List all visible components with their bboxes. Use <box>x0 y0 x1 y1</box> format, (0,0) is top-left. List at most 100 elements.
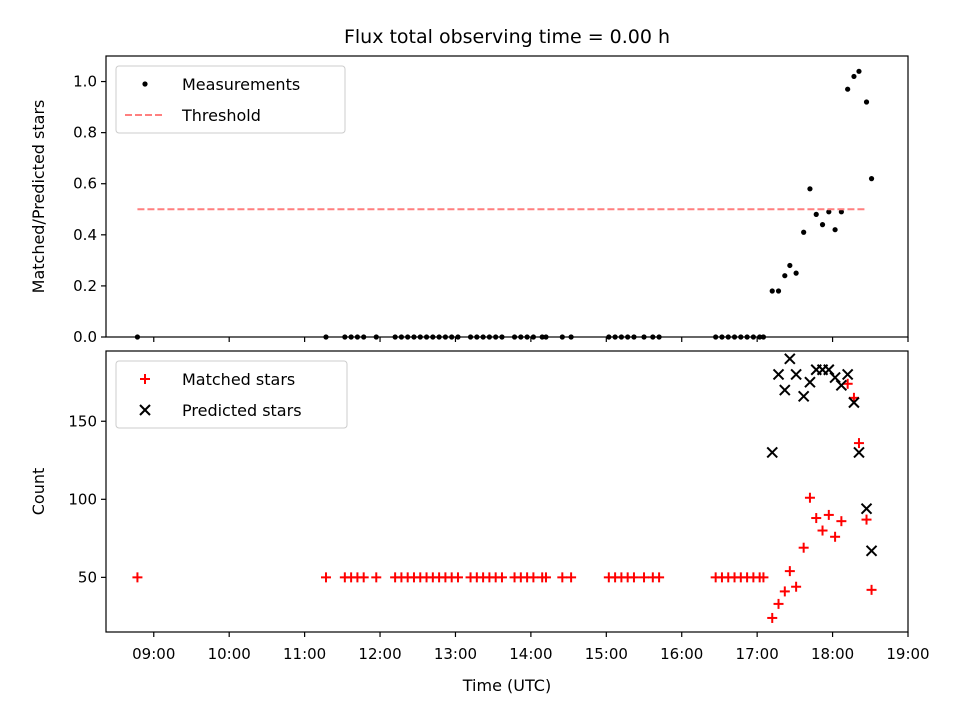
y-tick-label: 0.4 <box>73 226 97 244</box>
data-point <box>769 288 775 294</box>
data-point <box>784 566 795 577</box>
legend-swatch <box>140 374 150 384</box>
legend: Measurements Threshold <box>115 65 346 134</box>
data-point <box>790 368 802 381</box>
data-point <box>804 492 815 503</box>
y-tick-label: 0.2 <box>73 277 97 295</box>
x-tick-label: 14:00 <box>509 645 552 663</box>
plot-frame <box>105 55 909 338</box>
data-point <box>775 288 782 294</box>
chart-title: Flux total observing time = 0.00 h <box>344 26 670 48</box>
data-point <box>856 68 862 74</box>
data-point <box>540 572 551 583</box>
data-point <box>654 572 665 583</box>
data-point <box>830 531 841 542</box>
data-point <box>832 227 838 233</box>
x-tick-label: 09:00 <box>132 645 175 663</box>
data-point <box>835 379 848 392</box>
legend-entry: Predicted stars <box>139 401 302 420</box>
data-point <box>371 572 382 583</box>
x-tick-label: 13:00 <box>434 645 477 663</box>
data-point <box>826 209 832 215</box>
data-point <box>452 572 463 583</box>
data-point <box>866 584 877 595</box>
chart-panels: 0.0 0.2 0.4 0.6 0.8 1.0 Matched/Predicted star… <box>29 55 930 663</box>
data-point <box>851 73 857 80</box>
data-point <box>860 502 873 515</box>
data-point <box>557 572 568 583</box>
x-tick-label: 10:00 <box>208 645 251 663</box>
data-point <box>838 209 844 215</box>
data-point <box>791 581 802 592</box>
series-matched-stars <box>132 378 877 623</box>
x-tick-label: 12:00 <box>358 645 401 663</box>
data-point <box>787 262 793 269</box>
data-point <box>779 586 790 597</box>
data-point <box>848 396 860 409</box>
x-tick-label: 18:00 <box>811 645 854 663</box>
legend-label: Measurements <box>182 75 300 94</box>
y-tick-label: 0.6 <box>73 175 97 193</box>
data-point <box>320 572 331 583</box>
data-point <box>845 86 851 92</box>
data-point <box>767 612 778 623</box>
y-tick-label: 1.0 <box>73 73 97 91</box>
y-tick-label: 100 <box>68 490 97 508</box>
data-point <box>836 516 847 527</box>
data-point <box>772 368 785 381</box>
data-point <box>639 572 650 583</box>
data-point <box>132 572 143 583</box>
data-point <box>861 514 872 525</box>
legend-swatch <box>142 81 148 87</box>
legend-label: Matched stars <box>182 370 295 389</box>
data-point <box>841 368 854 381</box>
data-point <box>758 572 769 583</box>
y-tick-label: 50 <box>78 568 97 586</box>
y-tick-label: 0.0 <box>73 328 97 346</box>
x-tick-label: 15:00 <box>585 645 628 663</box>
x-tick-label: 16:00 <box>660 645 703 663</box>
legend-swatch <box>139 404 151 416</box>
data-point <box>779 384 791 396</box>
data-point <box>829 371 841 384</box>
data-point <box>784 353 796 365</box>
data-point <box>801 229 807 235</box>
y-tick-label: 150 <box>68 412 97 430</box>
data-point <box>566 572 577 583</box>
data-point <box>528 572 539 583</box>
data-point <box>807 186 813 192</box>
data-point <box>773 598 784 609</box>
series-predicted-stars <box>766 353 878 557</box>
data-point <box>358 572 369 583</box>
x-tick-label: 19:00 <box>886 645 929 663</box>
data-point <box>793 270 799 276</box>
data-point <box>819 222 826 228</box>
data-point <box>804 376 816 388</box>
data-point <box>823 509 834 520</box>
data-point <box>868 176 875 182</box>
panel-1: 0.0 0.2 0.4 0.6 0.8 1.0 Matched/Predicted star… <box>29 55 909 346</box>
x-axis-label: Time (UTC) <box>462 676 551 695</box>
x-tick-label: 11:00 <box>283 645 326 663</box>
data-point <box>496 572 507 583</box>
data-point <box>811 513 822 524</box>
x-tick-label: 17:00 <box>736 645 779 663</box>
legend-label: Predicted stars <box>182 401 302 420</box>
series-measurements <box>134 68 875 340</box>
data-point <box>813 211 819 217</box>
data-point <box>797 390 810 402</box>
y-axis-label: Count <box>29 468 48 516</box>
y-axis-label: Matched/Predicted stars <box>29 100 48 294</box>
data-point <box>853 438 864 449</box>
data-point <box>782 273 788 279</box>
legend: Matched stars Predicted stars <box>115 360 348 429</box>
data-point <box>628 572 639 583</box>
data-point <box>766 446 778 459</box>
legend-box <box>115 65 346 134</box>
y-tick-label: 0.8 <box>73 124 97 142</box>
plot-frame <box>105 350 909 633</box>
data-point <box>853 446 865 459</box>
data-point <box>863 99 870 105</box>
legend-entry: Measurements <box>142 75 300 94</box>
